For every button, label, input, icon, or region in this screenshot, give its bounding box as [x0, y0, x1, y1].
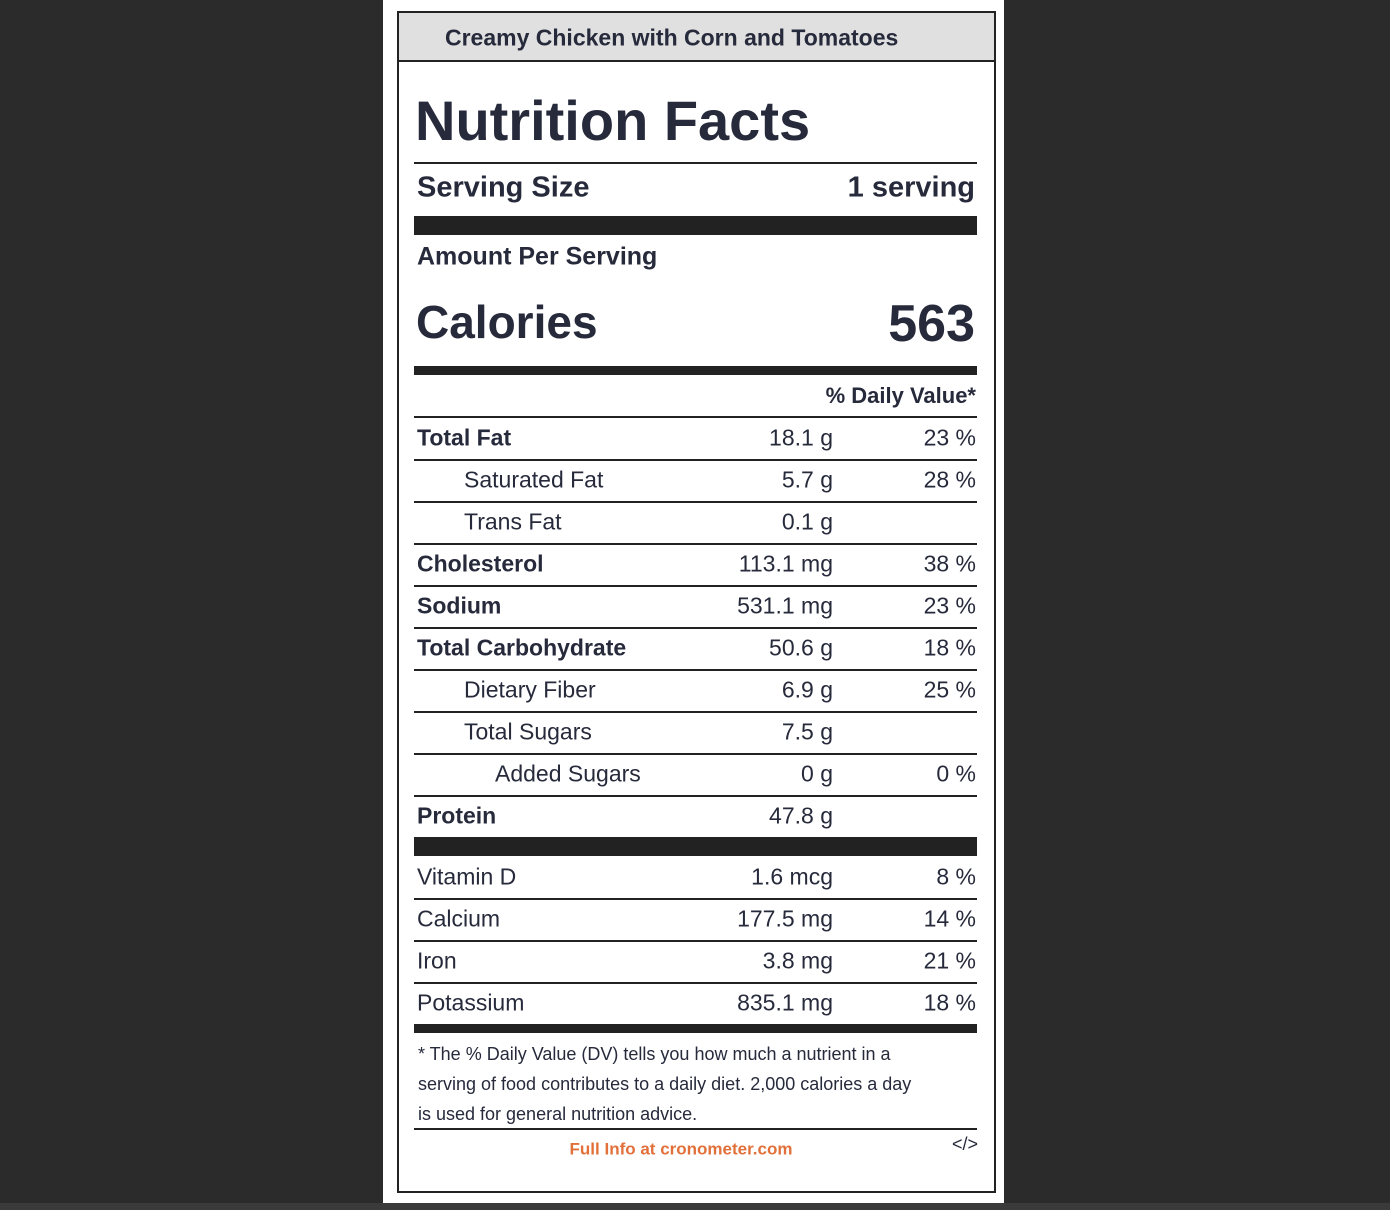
nutrient-amount: 47.8 g	[769, 802, 833, 829]
divider	[414, 627, 977, 629]
nutrient-dv: 18 %	[923, 989, 976, 1016]
nutrient-amount: 7.5 g	[781, 718, 833, 745]
calories-value: 563	[888, 295, 975, 353]
nutrient-amount: 18.1 g	[769, 424, 833, 451]
thick-bar	[414, 837, 977, 856]
nutrient-name: Total Fat	[417, 424, 512, 451]
footnote-line: * The % Daily Value (DV) tells you how m…	[418, 1044, 891, 1064]
footnote-line: serving of food contributes to a daily d…	[418, 1074, 912, 1094]
nutrient-dv: 23 %	[923, 592, 976, 619]
embed-button[interactable]: </>	[951, 1134, 978, 1154]
serving-size-label: Serving Size	[417, 171, 590, 204]
thick-bar	[414, 366, 977, 375]
daily-value-header: % Daily Value*	[825, 383, 976, 408]
nutrient-amount: 835.1 mg	[737, 989, 833, 1016]
divider	[414, 753, 977, 755]
divider	[414, 162, 977, 164]
nutrient-dv: 28 %	[923, 466, 976, 493]
nutrient-dv: 18 %	[923, 634, 976, 661]
amount-per-serving: Amount Per Serving	[417, 242, 658, 271]
nutrient-amount: 0.1 g	[781, 508, 833, 535]
nutrient-name: Sodium	[417, 592, 502, 619]
nutrient-name: Trans Fat	[464, 508, 562, 535]
divider	[414, 1128, 977, 1130]
nutrient-amount: 6.9 g	[781, 676, 833, 703]
nutrient-name: Calcium	[417, 905, 501, 932]
divider	[414, 669, 977, 671]
nutrient-amount: 177.5 mg	[737, 905, 833, 932]
panel	[383, 0, 1004, 1203]
nutrient-amount: 50.6 g	[769, 634, 833, 661]
nutrient-amount: 531.1 mg	[737, 592, 833, 619]
nutrient-dv: 25 %	[923, 676, 976, 703]
serving-size-value: 1 serving	[847, 171, 975, 204]
footnote-line: is used for general nutrition advice.	[418, 1104, 698, 1124]
nutrient-amount: 5.7 g	[781, 466, 833, 493]
nutrient-name: Added Sugars	[495, 760, 641, 787]
nutrient-amount: 0 g	[801, 760, 833, 787]
nutrient-name: Protein	[417, 802, 497, 829]
heading: Nutrition Facts	[415, 89, 811, 152]
calories-label: Calories	[416, 296, 598, 348]
nutrient-name: Cholesterol	[417, 550, 544, 577]
nutrient-name: Vitamin D	[417, 863, 517, 890]
divider	[414, 940, 977, 942]
nutrient-name: Iron	[417, 947, 457, 974]
nutrient-amount: 1.6 mcg	[751, 863, 833, 890]
nutrient-dv: 21 %	[923, 947, 976, 974]
divider	[414, 543, 977, 545]
divider	[414, 711, 977, 713]
bottom-strip	[0, 1203, 1390, 1210]
title-bar	[399, 13, 994, 62]
nutrient-name: Total Sugars	[464, 718, 592, 745]
divider	[414, 501, 977, 503]
nutrient-name: Total Carbohydrate	[417, 634, 627, 661]
nutrient-name: Saturated Fat	[464, 466, 604, 493]
thick-bar	[414, 1024, 977, 1033]
label-box	[397, 11, 996, 1193]
nutrient-name: Dietary Fiber	[464, 676, 596, 703]
recipe-title: Creamy Chicken with Corn and Tomatoes	[445, 24, 899, 51]
nutrient-dv: 23 %	[923, 424, 976, 451]
nutrient-dv: 38 %	[923, 550, 976, 577]
nutrient-dv: 8 %	[936, 863, 976, 890]
cronometer-link[interactable]: Full Info at cronometer.com	[569, 1139, 793, 1159]
divider	[414, 795, 977, 797]
divider	[414, 585, 977, 587]
thick-bar	[414, 216, 977, 235]
divider	[414, 416, 977, 418]
nutrient-amount: 113.1 mg	[738, 550, 833, 577]
nutrient-dv: 14 %	[923, 905, 976, 932]
nutrient-amount: 3.8 mg	[762, 947, 833, 974]
divider	[414, 982, 977, 984]
divider	[414, 898, 977, 900]
nutrient-dv: 0 %	[936, 760, 976, 787]
divider	[414, 459, 977, 461]
nutrient-name: Potassium	[417, 989, 525, 1016]
